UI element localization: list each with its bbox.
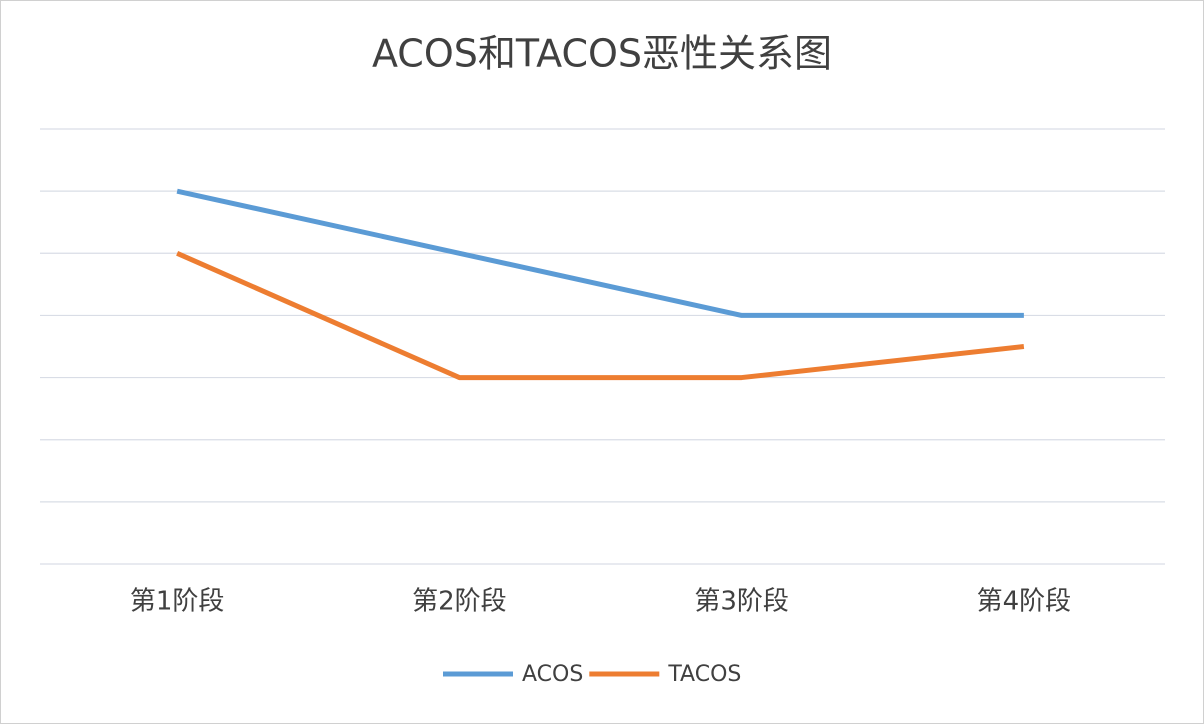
series-line [176, 188, 1024, 318]
legend-label: TACOS [667, 662, 741, 687]
x-tick-label: 第4阶段 [977, 587, 1072, 617]
chart-title: ACOS和TACOS恶性关系图 [372, 32, 832, 76]
x-tick-label: 第3阶段 [694, 587, 789, 617]
x-tick-label: 第2阶段 [412, 587, 507, 617]
x-tick-label: 第1阶段 [130, 587, 225, 617]
series-line [176, 250, 1025, 381]
legend-label: ACOS [522, 662, 583, 687]
